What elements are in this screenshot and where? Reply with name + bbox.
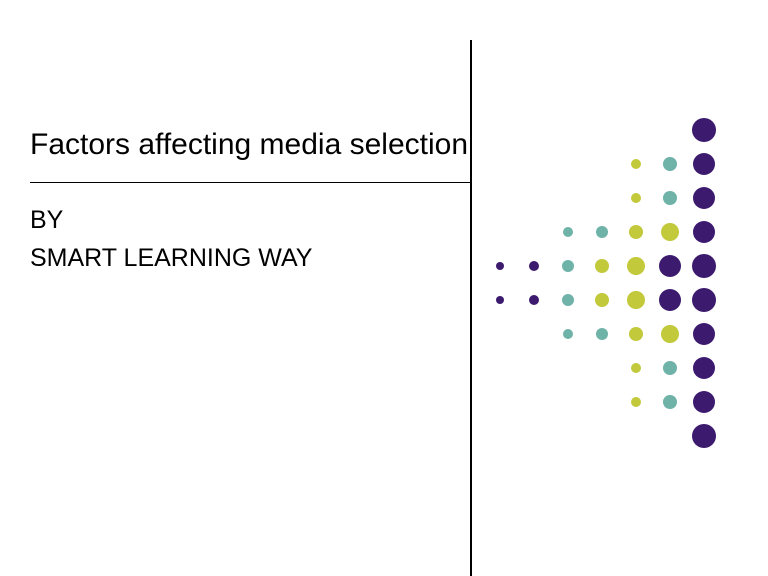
dot-icon [529,295,539,305]
dot-icon [692,254,716,278]
dot-icon [627,257,645,275]
by-label: BY [30,206,63,235]
dot-icon [659,255,681,277]
dot-icon [496,296,504,304]
dot-icon [629,225,643,239]
dot-icon [596,226,608,238]
dot-icon [631,193,641,203]
dot-icon [693,323,715,345]
dot-icon [661,325,679,343]
horizontal-divider [30,182,470,183]
dot-icon [661,223,679,241]
dot-icon [693,187,715,209]
dot-icon [529,261,539,271]
dot-icon [663,395,677,409]
dot-icon [631,363,641,373]
dot-icon [496,262,504,270]
dot-icon [693,391,715,413]
dot-icon [595,293,609,307]
dot-icon [693,357,715,379]
dot-icon [631,397,641,407]
dot-icon [693,153,715,175]
dot-icon [692,424,716,448]
dot-icon [596,328,608,340]
slide-title: Factors affecting media selection [30,128,468,162]
dot-icon [563,329,573,339]
dot-icon [663,157,677,171]
dot-icon [631,159,641,169]
dot-icon [563,227,573,237]
dot-icon [692,288,716,312]
dot-icon [562,294,574,306]
dot-icon [629,327,643,341]
dot-icon [659,289,681,311]
dot-icon [562,260,574,272]
vertical-divider [470,40,472,576]
dot-icon [692,118,716,142]
author-name: SMART LEARNING WAY [30,244,312,273]
dot-icon [663,361,677,375]
dot-icon [663,191,677,205]
dot-icon [693,221,715,243]
dot-icon [627,291,645,309]
dot-icon [595,259,609,273]
